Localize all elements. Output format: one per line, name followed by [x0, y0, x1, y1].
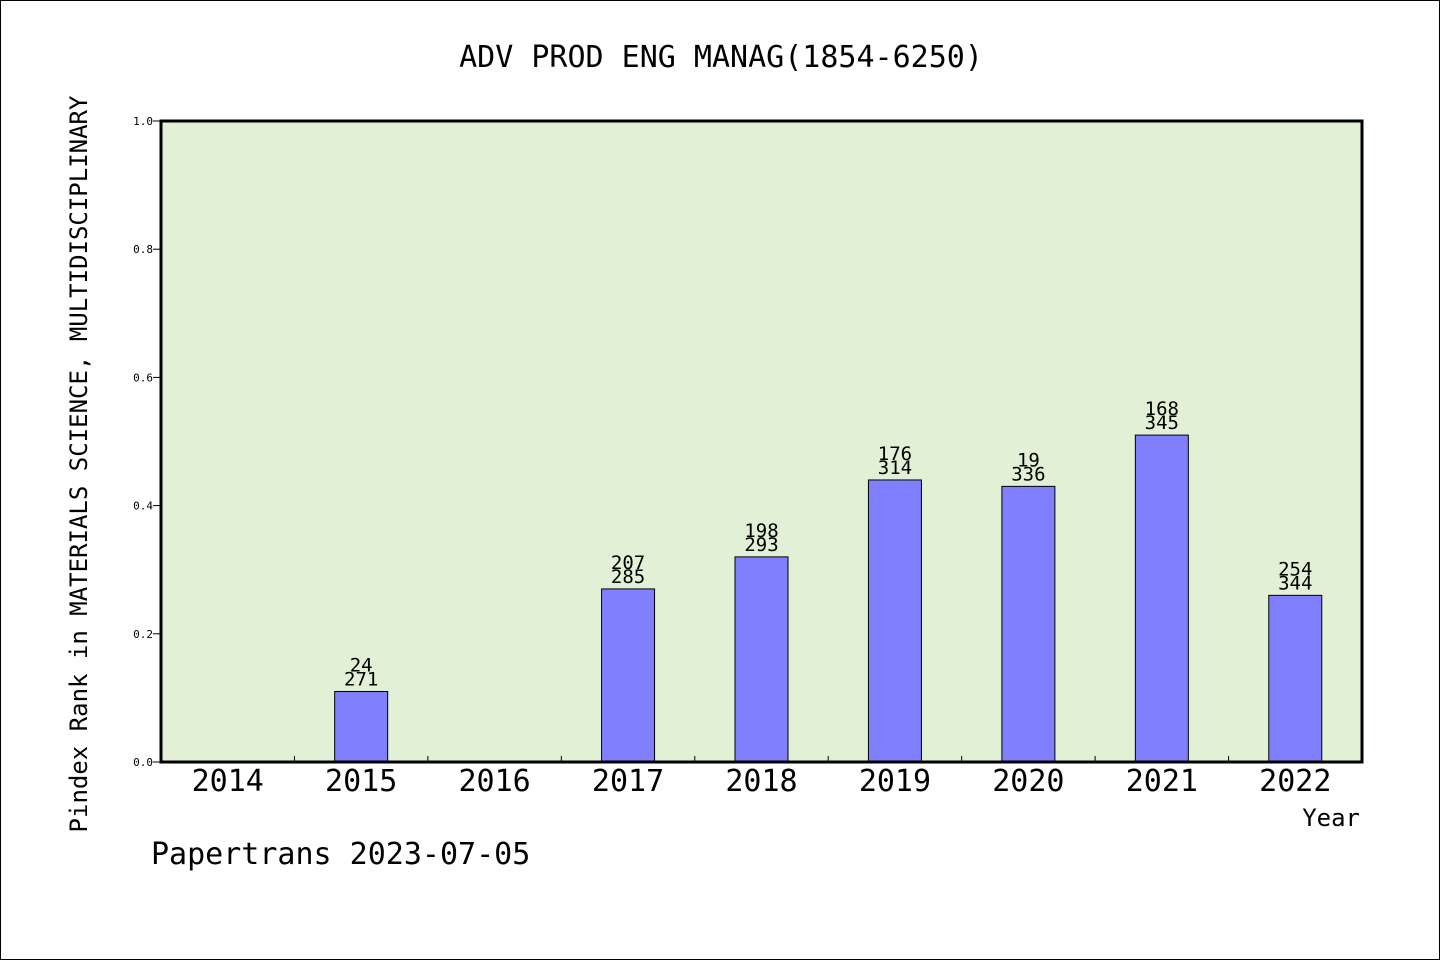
- bar-label-top: 207: [611, 552, 645, 574]
- bar-label-top: 176: [878, 443, 912, 465]
- bar-label-top: 24: [350, 654, 373, 676]
- bar-2021: [1134, 434, 1189, 763]
- x-tick-label: 2015: [325, 764, 397, 799]
- x-tick-label: 2022: [1259, 764, 1331, 799]
- footer-credit: Papertrans 2023-07-05: [151, 837, 530, 872]
- bar-label-top: 19: [1017, 449, 1040, 471]
- x-axis-label: Year: [1302, 804, 1360, 832]
- y-tick-label: 0.8: [133, 243, 153, 256]
- bar-2019: [867, 479, 922, 763]
- y-tick-label: 0.6: [133, 371, 153, 384]
- x-tick-label: 2017: [592, 764, 664, 799]
- x-tick-label: 2016: [458, 764, 530, 799]
- x-tick-label: 2020: [992, 764, 1064, 799]
- y-axis-label: Pindex Rank in MATERIALS SCIENCE, MULTID…: [65, 95, 93, 832]
- plot-border: [159, 119, 1364, 764]
- bar-label-top: 168: [1145, 398, 1179, 420]
- bar-2015: [334, 690, 389, 763]
- y-tick-label: 0.0: [133, 756, 153, 769]
- bar-2020: [1001, 485, 1056, 763]
- x-tick-label: 2014: [192, 764, 264, 799]
- bar-label-top: 198: [744, 520, 778, 542]
- bar-2017: [601, 588, 656, 763]
- bar-label-bottom: 344: [1278, 572, 1312, 594]
- y-ticks-group: 0.0 0.2 0.4 0.6 0.8 1.0: [133, 115, 161, 769]
- y-tick-label: 1.0: [133, 115, 153, 128]
- y-tick-label: 0.2: [133, 628, 153, 641]
- bar-label-bottom: 293: [744, 534, 778, 556]
- x-ticks-group: 2014 2015 2016 2017 2018 2019 2020 2021 2022: [192, 756, 1331, 799]
- y-tick-label: 0.4: [133, 500, 153, 513]
- bar-label-bottom: 271: [344, 668, 378, 690]
- bar-label-bottom: 285: [611, 566, 645, 588]
- bar-2018: [734, 556, 789, 763]
- bar-label-top: 254: [1278, 558, 1312, 580]
- bar-label-bottom: 345: [1145, 412, 1179, 434]
- x-tick-label: 2019: [859, 764, 931, 799]
- bar-2022: [1268, 594, 1323, 763]
- bars-group: [334, 434, 1323, 763]
- x-tick-label: 2018: [725, 764, 797, 799]
- bar-label-bottom: 314: [878, 457, 912, 479]
- x-tick-label: 2021: [1126, 764, 1198, 799]
- chart-title: ADV PROD ENG MANAG(1854-6250): [459, 40, 983, 75]
- bar-label-bottom: 336: [1011, 463, 1045, 485]
